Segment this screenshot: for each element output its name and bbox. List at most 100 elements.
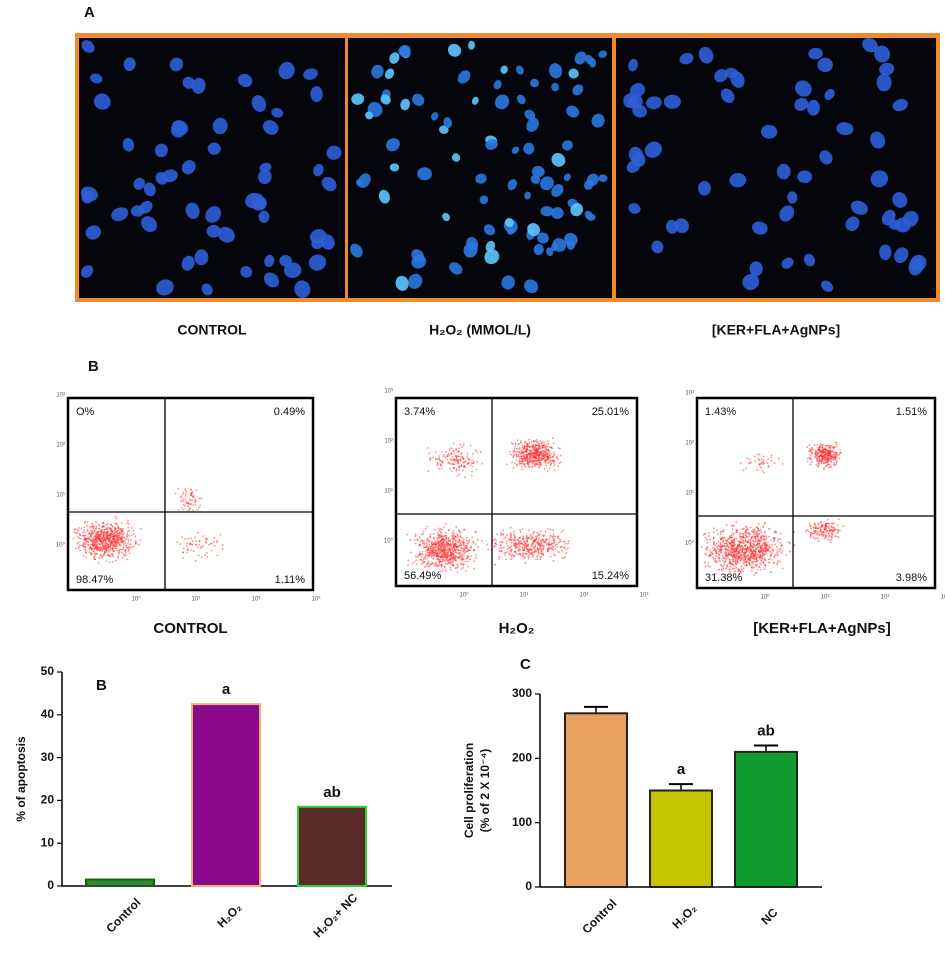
event-dot [830, 532, 833, 535]
event-dot [561, 546, 564, 549]
nucleus [628, 203, 641, 214]
event-dot [824, 536, 827, 539]
event-dot [536, 531, 539, 534]
event-dot [806, 446, 809, 449]
event-dot [530, 535, 533, 538]
event-dot [536, 452, 538, 455]
event-dot [754, 460, 757, 463]
event-dot [456, 462, 459, 464]
event-dot [828, 539, 831, 542]
event-dot [535, 438, 538, 441]
nucleus [181, 255, 195, 271]
event-dot [111, 535, 114, 537]
event-dot [418, 551, 421, 553]
nucleus [850, 200, 868, 215]
event-dot [104, 542, 107, 545]
event-dot [130, 527, 133, 529]
event-dot [714, 557, 717, 560]
event-dot [530, 549, 533, 552]
event-dot [707, 561, 710, 564]
event-dot [460, 465, 463, 468]
event-dot [526, 456, 529, 459]
event-dot [102, 544, 105, 547]
event-dot [754, 546, 757, 549]
event-dot [534, 538, 537, 541]
event-dot [730, 547, 733, 550]
event-dot [833, 462, 836, 464]
event-dot [830, 444, 833, 447]
event-dot [471, 465, 474, 468]
event-dot [435, 546, 438, 548]
event-dot [824, 452, 827, 455]
plot-frame [66, 396, 315, 592]
event-dot [117, 535, 120, 537]
nucleus [264, 254, 275, 268]
event-dot [833, 458, 836, 461]
event-dot [122, 527, 124, 530]
event-dot [537, 539, 540, 542]
event-dot [433, 546, 436, 549]
event-dot [522, 548, 525, 551]
x-tick-label: 10³ [312, 597, 321, 603]
event-dot [462, 469, 464, 472]
event-dot [821, 535, 824, 538]
nucleus [836, 122, 854, 136]
event-dot [552, 455, 554, 458]
event-dot [113, 537, 116, 539]
event-dot [551, 547, 554, 550]
event-dot [810, 460, 813, 463]
event-dot [758, 556, 761, 559]
event-dot [822, 452, 824, 455]
event-dot [756, 453, 759, 456]
event-dot [513, 453, 516, 456]
event-dot [530, 545, 533, 548]
event-dot [120, 522, 123, 524]
event-dot [513, 555, 515, 558]
event-dot [793, 544, 796, 547]
event-dot [763, 553, 766, 556]
event-dot [745, 467, 748, 470]
x-tick-label: H₂O₂ [214, 900, 244, 930]
image-label: [KER+FLA+AgNPs] [712, 322, 840, 338]
event-dot [539, 530, 542, 533]
event-dot [840, 451, 843, 454]
event-dot [828, 534, 831, 537]
event-dot [567, 540, 570, 543]
annotation: a [677, 761, 686, 778]
event-dot [455, 535, 457, 538]
nucleus [263, 272, 280, 288]
event-dot [89, 525, 92, 528]
nucleus [156, 279, 174, 296]
event-dot [737, 570, 740, 573]
event-dot [486, 543, 489, 546]
event-dot [741, 548, 744, 551]
event-dot [118, 549, 121, 552]
event-dot [830, 535, 833, 538]
event-dot [504, 536, 507, 539]
event-dot [442, 556, 445, 559]
event-dot [533, 463, 536, 466]
event-dot [745, 526, 748, 528]
nucleus [154, 143, 168, 158]
event-dot [182, 551, 184, 554]
event-dot [451, 531, 454, 534]
event-dot [103, 530, 106, 533]
panel-label: [KER+FLA+AgNPs] [753, 620, 891, 637]
event-dot [717, 540, 720, 543]
nucleus [551, 242, 559, 251]
event-dot [474, 556, 477, 559]
event-dot [453, 463, 456, 466]
event-dot [85, 542, 87, 545]
event-dot [723, 536, 726, 539]
event-dot [420, 556, 423, 559]
event-dot [523, 545, 526, 548]
event-dot [530, 454, 533, 457]
nucleus [824, 88, 835, 101]
event-dot [712, 531, 715, 534]
panel-label: H₂O₂ [499, 620, 535, 637]
event-dot [525, 545, 528, 548]
event-dot [789, 550, 791, 553]
event-dot [824, 523, 827, 525]
event-dot [428, 543, 431, 546]
event-dot [109, 544, 112, 547]
